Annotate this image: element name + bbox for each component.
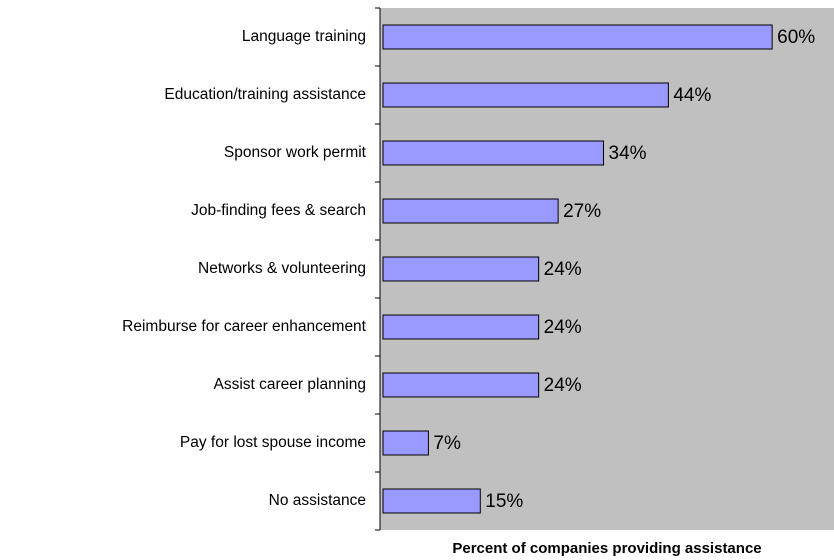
data-label: 24% bbox=[544, 375, 582, 396]
y-tick-label: Sponsor work permit bbox=[224, 144, 367, 161]
y-tick-label: Reimburse for career enhancement bbox=[122, 318, 367, 335]
y-tick-label: Assist career planning bbox=[214, 376, 367, 393]
y-tick-label: Language training bbox=[242, 28, 366, 45]
bar bbox=[382, 314, 540, 340]
y-tick-label: Education/training assistance bbox=[164, 86, 366, 103]
data-label: 15% bbox=[485, 491, 523, 512]
data-label: 27% bbox=[563, 201, 601, 222]
bar bbox=[382, 488, 481, 514]
y-tick-label: Pay for lost spouse income bbox=[180, 434, 366, 451]
y-tick-label: Job-finding fees & search bbox=[191, 202, 366, 219]
data-label: 7% bbox=[433, 433, 461, 454]
y-tick-label: Networks & volunteering bbox=[198, 260, 366, 277]
data-label: 60% bbox=[777, 27, 815, 48]
bar bbox=[382, 372, 540, 398]
x-axis-title: Percent of companies providing assistanc… bbox=[452, 540, 761, 557]
bar bbox=[382, 430, 429, 456]
data-label: 24% bbox=[544, 259, 582, 280]
bar bbox=[382, 140, 605, 166]
bar bbox=[382, 24, 773, 50]
data-label: 44% bbox=[673, 85, 711, 106]
data-label: 34% bbox=[609, 143, 647, 164]
bar bbox=[382, 256, 540, 282]
bar bbox=[382, 198, 559, 224]
bar bbox=[382, 82, 669, 108]
y-tick-label: No assistance bbox=[269, 492, 366, 509]
data-label: 24% bbox=[544, 317, 582, 338]
